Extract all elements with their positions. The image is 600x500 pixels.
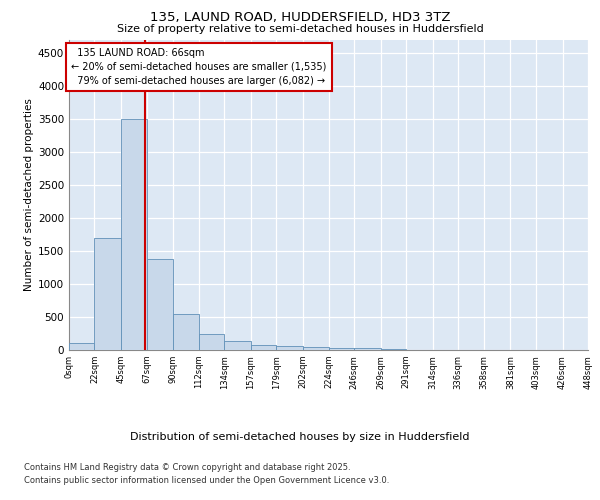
Text: Contains HM Land Registry data © Crown copyright and database right 2025.: Contains HM Land Registry data © Crown c… xyxy=(24,462,350,471)
Bar xyxy=(121,119,146,350)
Bar xyxy=(380,348,406,350)
Bar xyxy=(277,346,303,350)
Text: Contains public sector information licensed under the Open Government Licence v3: Contains public sector information licen… xyxy=(24,476,389,485)
Bar xyxy=(199,334,224,350)
Y-axis label: Number of semi-detached properties: Number of semi-detached properties xyxy=(24,98,34,292)
Text: 135, LAUND ROAD, HUDDERSFIELD, HD3 3TZ: 135, LAUND ROAD, HUDDERSFIELD, HD3 3TZ xyxy=(150,12,450,24)
Bar xyxy=(329,348,354,350)
Text: Size of property relative to semi-detached houses in Huddersfield: Size of property relative to semi-detach… xyxy=(116,24,484,34)
Bar xyxy=(173,314,199,350)
Text: Distribution of semi-detached houses by size in Huddersfield: Distribution of semi-detached houses by … xyxy=(130,432,470,442)
Bar xyxy=(303,348,329,350)
Bar xyxy=(354,348,380,350)
Bar xyxy=(224,341,251,350)
Bar xyxy=(251,344,277,350)
Bar xyxy=(94,238,121,350)
Bar xyxy=(146,259,173,350)
Bar xyxy=(69,344,94,350)
Text: 135 LAUND ROAD: 66sqm
← 20% of semi-detached houses are smaller (1,535)
  79% of: 135 LAUND ROAD: 66sqm ← 20% of semi-deta… xyxy=(71,48,326,86)
